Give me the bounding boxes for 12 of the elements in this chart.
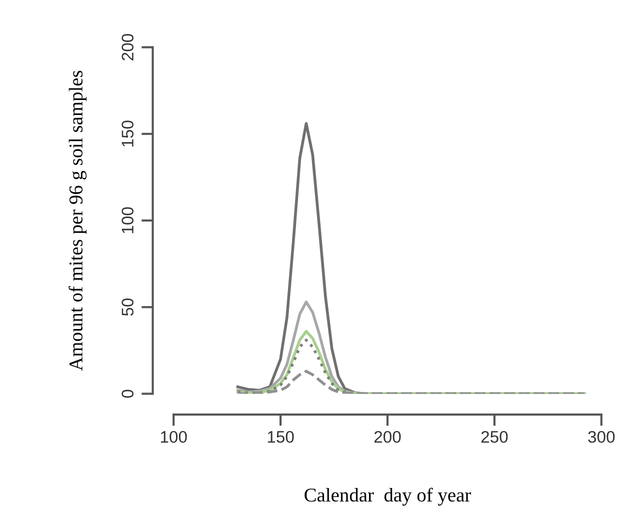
y-tick-label: 200 bbox=[122, 34, 134, 60]
x-tick-label: 150 bbox=[268, 430, 294, 443]
y-tick-label: 100 bbox=[122, 207, 134, 234]
x-tick-label: 250 bbox=[481, 430, 508, 443]
x-tick-label: 300 bbox=[588, 430, 615, 443]
y-tick-label: 0 bbox=[122, 390, 134, 398]
y-axis-title: Amount of mites per 96 g soil samples bbox=[68, 70, 87, 371]
x-axis-title: Calendar day of year bbox=[304, 488, 472, 506]
x-tick-label: 100 bbox=[160, 430, 187, 443]
y-tick-label: 150 bbox=[122, 120, 134, 147]
y-tick-label: 50 bbox=[122, 298, 134, 316]
x-tick-label: 200 bbox=[374, 430, 401, 443]
